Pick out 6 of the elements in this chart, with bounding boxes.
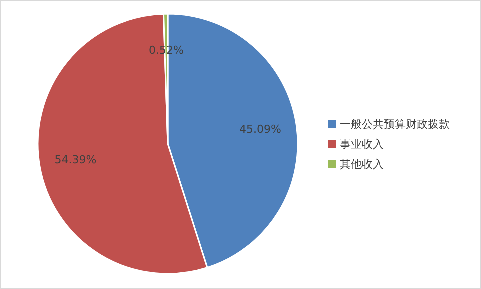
data-label: 45.09% [240, 123, 282, 136]
legend-label: 事业收入 [340, 138, 384, 150]
data-label: 54.39% [54, 153, 97, 166]
legend-label: 一般公共预算财政拨款 [340, 118, 450, 130]
legend-label: 其他收入 [340, 158, 384, 170]
data-label: 0.52% [148, 44, 184, 57]
